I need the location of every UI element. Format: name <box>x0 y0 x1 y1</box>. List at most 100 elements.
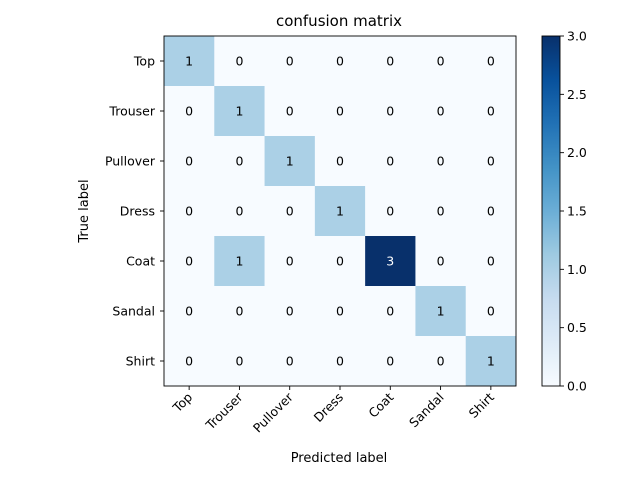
cell-value-label: 0 <box>437 54 445 69</box>
colorbar-tick-label: 1.0 <box>567 262 587 277</box>
heatmap-cell <box>365 286 416 337</box>
heatmap-cell <box>465 336 517 387</box>
heatmap-cell <box>314 136 366 187</box>
heatmap-cell <box>214 186 265 237</box>
cell-value-label: 0 <box>336 154 344 169</box>
heatmap-cell <box>164 36 215 87</box>
cell-value-label: 0 <box>235 354 243 369</box>
x-tick-label: Pullover <box>250 389 297 436</box>
heatmap-cell <box>365 336 416 387</box>
heatmap-cell <box>415 186 467 237</box>
heatmap-cell <box>365 186 416 237</box>
heatmap-cell <box>465 86 517 137</box>
cell-value-label: 1 <box>286 154 294 169</box>
cell-value-label: 0 <box>286 354 294 369</box>
heatmap-cell <box>314 36 366 87</box>
x-tick-label: Coat <box>365 389 396 420</box>
x-axis-label: Predicted label <box>291 451 388 466</box>
y-tick-label: Sandal <box>112 304 155 319</box>
heatmap-cell <box>264 86 316 137</box>
cell-value-label: 0 <box>386 104 394 119</box>
cell-value-label: 0 <box>286 254 294 269</box>
cell-value-label: 0 <box>336 54 344 69</box>
colorbar-tick-label: 0.5 <box>567 320 587 335</box>
cell-value-label: 0 <box>286 104 294 119</box>
x-tick-label: Sandal <box>406 390 447 431</box>
cell-value-label: 0 <box>386 204 394 219</box>
cell-value-label: 1 <box>336 204 344 219</box>
y-tick-label: Dress <box>120 204 155 219</box>
cell-value-label: 0 <box>487 304 495 319</box>
cell-value-label: 0 <box>386 304 394 319</box>
heatmap-cell <box>264 186 316 237</box>
y-tick-label: Trouser <box>108 104 155 119</box>
colorbar-tick-label: 3.0 <box>567 29 587 44</box>
cell-value-label: 0 <box>386 354 394 369</box>
heatmap-cell <box>465 286 517 337</box>
cell-value-label: 0 <box>286 304 294 319</box>
cell-value-label: 0 <box>386 154 394 169</box>
heatmap-cell <box>214 86 265 137</box>
heatmap-cell <box>415 86 467 137</box>
cell-value-label: 3 <box>386 254 394 269</box>
heatmap-cell <box>214 286 265 337</box>
cell-value-label: 1 <box>185 54 193 69</box>
chart-title: confusion matrix <box>276 12 402 30</box>
heatmap-cell <box>264 136 316 187</box>
cell-value-label: 0 <box>286 54 294 69</box>
cell-value-label: 0 <box>386 54 394 69</box>
cell-value-label: 0 <box>185 304 193 319</box>
heatmap-cell <box>314 86 366 137</box>
cell-value-label: 0 <box>185 254 193 269</box>
heatmap-cell <box>465 136 517 187</box>
cell-value-label: 0 <box>487 204 495 219</box>
heatmap-cell <box>415 236 467 287</box>
cell-value-label: 0 <box>235 154 243 169</box>
heatmap-cell <box>415 286 467 337</box>
heatmap-cell <box>214 336 265 387</box>
cell-value-label: 0 <box>437 354 445 369</box>
heatmap-cell <box>365 36 416 87</box>
heatmap-cell <box>164 336 215 387</box>
cell-value-label: 1 <box>235 254 243 269</box>
cell-value-label: 0 <box>235 54 243 69</box>
cell-value-label: 1 <box>235 104 243 119</box>
heatmap-cell <box>365 236 416 287</box>
cell-value-label: 0 <box>487 104 495 119</box>
heatmap-cell <box>415 136 467 187</box>
cell-value-label: 0 <box>487 54 495 69</box>
heatmap-cell <box>415 36 467 87</box>
heatmap-cell <box>365 86 416 137</box>
y-tick-label: Shirt <box>126 354 155 369</box>
cell-value-label: 0 <box>286 204 294 219</box>
heatmap-cell <box>164 186 215 237</box>
heatmap-cell <box>264 286 316 337</box>
y-tick-label: Pullover <box>105 154 156 169</box>
heatmap-cell <box>465 186 517 237</box>
heatmap-cell <box>314 186 366 237</box>
cell-value-label: 0 <box>235 304 243 319</box>
cell-value-label: 0 <box>487 154 495 169</box>
cell-value-label: 0 <box>437 104 445 119</box>
colorbar-tick-label: 2.0 <box>567 145 587 160</box>
x-tick-label: Dress <box>311 390 347 426</box>
colorbar-ticks: 0.0 0.5 1.0 1.5 2.0 2.5 3.0 <box>560 29 587 394</box>
heatmap-cell <box>164 136 215 187</box>
cell-value-label: 0 <box>437 254 445 269</box>
x-tick-label: Top <box>169 389 195 415</box>
colorbar <box>541 35 561 387</box>
heatmap-cell <box>164 286 215 337</box>
cell-value-label: 0 <box>336 254 344 269</box>
heatmap-cell <box>214 136 265 187</box>
x-tick-label: Shirt <box>466 389 497 420</box>
x-tick-label: Trouser <box>202 389 246 433</box>
cell-value-label: 0 <box>437 154 445 169</box>
heatmap-cell <box>314 286 366 337</box>
cell-value-label: 0 <box>336 104 344 119</box>
colorbar-tick-label: 2.5 <box>567 87 587 102</box>
cell-value-label: 0 <box>437 204 445 219</box>
heatmap-cell <box>465 36 517 87</box>
y-tick-label: Top <box>133 54 155 69</box>
heatmap-cell <box>264 336 316 387</box>
